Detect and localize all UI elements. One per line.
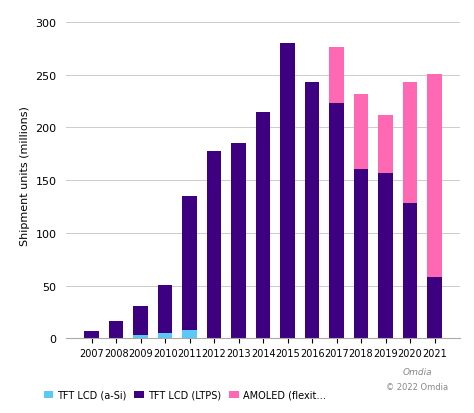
Bar: [182, 330, 197, 339]
Bar: [255, 112, 271, 339]
Bar: [378, 116, 393, 173]
Text: © 2022 Omdia: © 2022 Omdia: [386, 382, 448, 391]
Bar: [158, 333, 173, 339]
Bar: [84, 331, 99, 339]
Bar: [133, 335, 148, 339]
Bar: [158, 285, 173, 333]
Bar: [354, 169, 368, 339]
Bar: [133, 306, 148, 335]
Bar: [329, 48, 344, 104]
Bar: [427, 278, 442, 339]
Bar: [182, 197, 197, 330]
Bar: [207, 151, 221, 339]
Bar: [305, 83, 319, 339]
Bar: [329, 104, 344, 339]
Bar: [231, 144, 246, 339]
Bar: [109, 321, 123, 339]
Bar: [354, 95, 368, 169]
Bar: [427, 74, 442, 278]
Bar: [403, 83, 418, 204]
Legend: TFT LCD (a-Si), TFT LCD (LTPS), AMOLED (flexit…: TFT LCD (a-Si), TFT LCD (LTPS), AMOLED (…: [40, 386, 329, 404]
Y-axis label: Shipment units (millions): Shipment units (millions): [20, 106, 30, 245]
Text: Omdia: Omdia: [402, 367, 432, 376]
Bar: [280, 44, 295, 339]
Bar: [378, 173, 393, 339]
Bar: [403, 204, 418, 339]
